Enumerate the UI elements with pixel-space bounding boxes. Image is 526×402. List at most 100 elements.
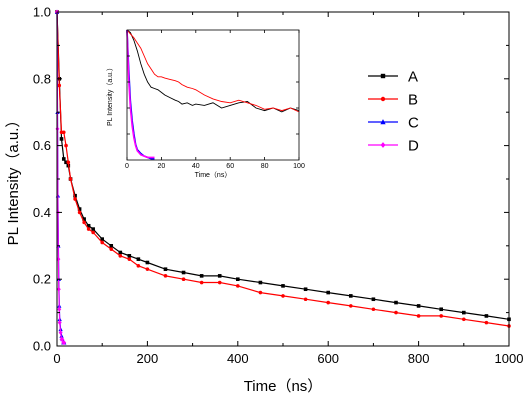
data-point xyxy=(127,254,132,258)
data-point xyxy=(91,227,95,231)
data-point xyxy=(61,130,66,135)
data-point xyxy=(484,314,489,318)
data-point xyxy=(56,286,61,292)
data-point xyxy=(281,284,285,288)
inset-x-tick-label: 0 xyxy=(125,163,129,170)
data-point xyxy=(118,250,123,255)
data-point xyxy=(58,330,63,335)
y-tick-label: 0.6 xyxy=(33,138,51,153)
data-point xyxy=(349,294,353,298)
data-point xyxy=(462,310,466,315)
data-point xyxy=(303,287,308,292)
data-point xyxy=(118,254,123,258)
legend-label: B xyxy=(408,92,418,109)
inset-plot-frame xyxy=(126,29,300,161)
y-tick-label: 0.4 xyxy=(33,205,51,220)
data-point xyxy=(439,307,443,312)
data-point xyxy=(73,197,77,201)
y-axis-title: PL Intensity（a.u.） xyxy=(5,113,22,246)
data-point xyxy=(68,177,73,181)
data-point xyxy=(258,290,263,295)
inset-x-tick-label: 40 xyxy=(192,163,200,170)
data-point xyxy=(127,257,132,261)
data-point xyxy=(59,137,64,141)
inset-series-D-line xyxy=(126,29,155,159)
legend-marker xyxy=(380,119,386,125)
data-point xyxy=(56,256,61,262)
inset-x-tick-label: 20 xyxy=(158,163,166,170)
data-point xyxy=(217,280,222,285)
data-point xyxy=(91,230,95,235)
data-point xyxy=(416,314,421,318)
inset-series-layer xyxy=(126,29,300,160)
x-axis-title: Time（ns） xyxy=(244,378,323,395)
inset-background xyxy=(127,30,299,160)
inset-series-A-line xyxy=(126,29,300,113)
data-point xyxy=(181,277,186,282)
data-point xyxy=(416,304,421,308)
main-axis-ticks xyxy=(56,11,510,347)
data-point xyxy=(57,83,62,88)
data-point xyxy=(62,340,67,345)
data-point xyxy=(326,290,330,295)
data-point xyxy=(462,317,466,322)
inset-y-axis-title: PL Intensity（a.u.） xyxy=(106,64,114,126)
data-point xyxy=(349,304,353,308)
legend-item-C: C xyxy=(368,115,419,132)
data-point xyxy=(77,207,82,211)
y-tick-label: 1.0 xyxy=(33,5,51,20)
y-tick-label: 0.8 xyxy=(33,71,51,86)
data-point xyxy=(303,297,308,302)
data-point xyxy=(281,294,285,298)
legend-item-D: D xyxy=(368,138,419,155)
data-point xyxy=(64,143,68,148)
inset-axis-ticks xyxy=(126,30,300,160)
data-point xyxy=(61,157,66,161)
legend-marker xyxy=(380,142,386,148)
legend-item-A: A xyxy=(368,69,418,86)
data-point xyxy=(371,297,376,302)
main-x-tick-labels: 0 200 400 600 800 1000 xyxy=(53,351,523,366)
data-point xyxy=(326,300,331,305)
data-point xyxy=(66,160,71,165)
data-point xyxy=(236,284,240,288)
legend-marker xyxy=(380,96,386,102)
x-tick-label: 400 xyxy=(227,351,249,366)
inset-x-tick-label: 80 xyxy=(261,163,269,170)
data-point xyxy=(77,210,82,215)
data-point xyxy=(145,260,150,265)
data-point xyxy=(136,257,141,261)
x-tick-label: 800 xyxy=(408,351,430,366)
data-point xyxy=(100,240,104,245)
inset-x-tick-labels: 0 20 40 60 80 100 xyxy=(125,163,305,170)
legend-label: A xyxy=(408,69,418,86)
legend-item-B: B xyxy=(368,92,418,109)
data-point xyxy=(394,300,398,305)
data-point xyxy=(100,237,104,241)
data-point xyxy=(82,220,86,225)
inset-x-axis-title: Time（ns） xyxy=(195,171,232,179)
legend-marker xyxy=(380,73,386,79)
inset-x-tick-label: 60 xyxy=(226,163,234,170)
data-point xyxy=(181,270,186,275)
data-point xyxy=(484,320,489,325)
data-point xyxy=(86,223,91,228)
data-point xyxy=(73,193,77,198)
inset-series-B-line xyxy=(126,29,300,113)
data-point xyxy=(199,280,204,285)
data-point xyxy=(217,274,222,278)
data-point xyxy=(136,264,141,268)
data-point xyxy=(86,227,91,231)
x-tick-label: 0 xyxy=(53,351,60,366)
data-point xyxy=(394,310,398,315)
legend-label: C xyxy=(408,115,419,132)
series-D xyxy=(55,9,67,345)
data-point xyxy=(109,244,114,248)
data-point xyxy=(57,306,62,312)
data-point xyxy=(439,314,444,318)
data-point xyxy=(163,267,168,271)
data-point xyxy=(199,274,204,278)
y-tick-label: 0.0 xyxy=(33,339,51,354)
data-point xyxy=(371,307,376,312)
